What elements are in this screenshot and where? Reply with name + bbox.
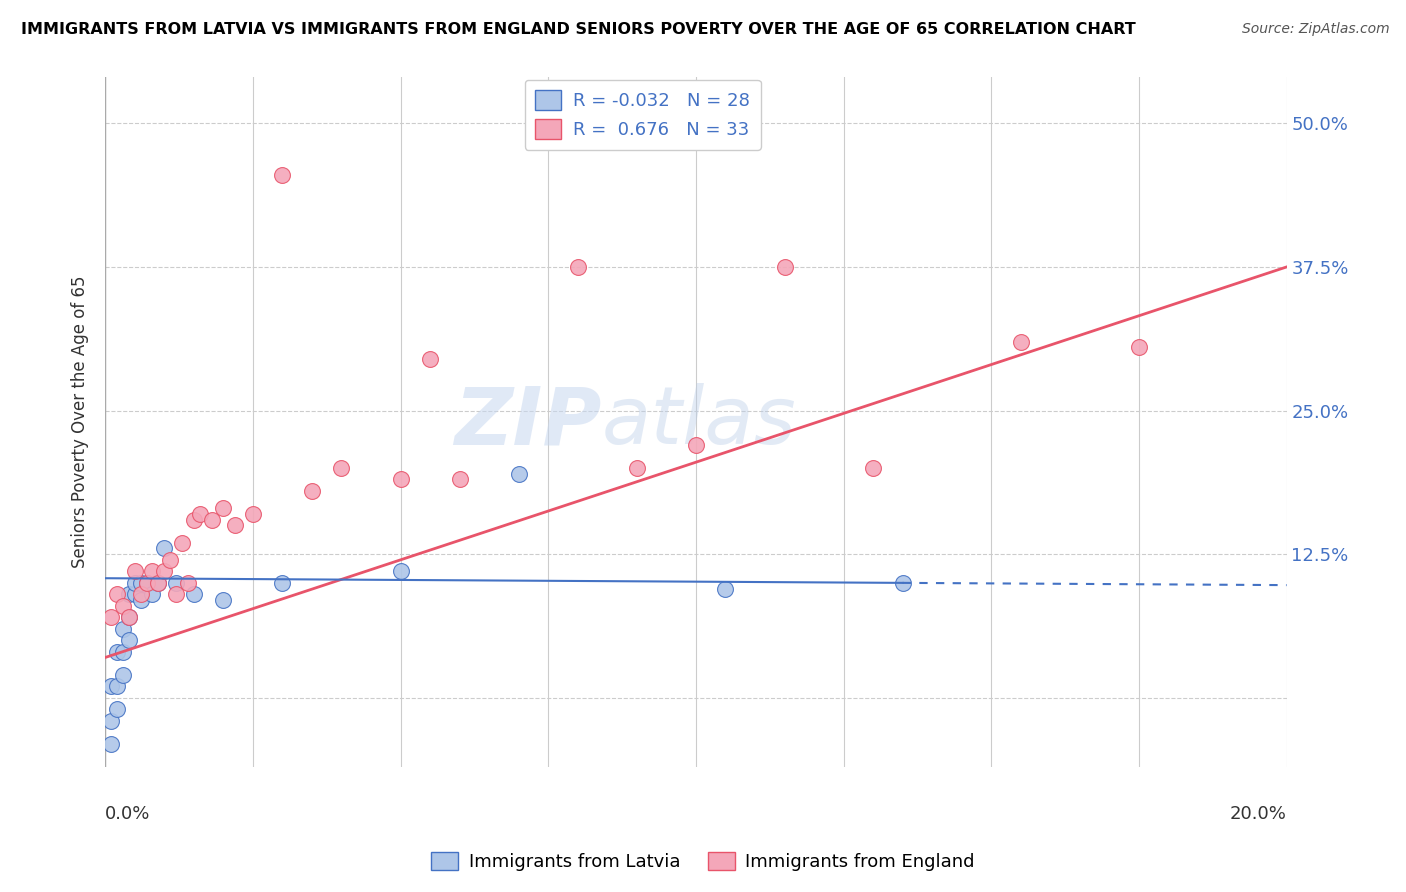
Point xyxy=(773,260,796,274)
Point xyxy=(188,507,211,521)
Point xyxy=(118,587,141,601)
Point xyxy=(124,587,146,601)
Text: 20.0%: 20.0% xyxy=(1230,805,1286,823)
Point xyxy=(159,553,181,567)
Text: IMMIGRANTS FROM LATVIA VS IMMIGRANTS FROM ENGLAND SENIORS POVERTY OVER THE AGE O: IMMIGRANTS FROM LATVIA VS IMMIGRANTS FRO… xyxy=(21,22,1136,37)
Point xyxy=(111,667,134,681)
Point xyxy=(714,582,737,596)
Point xyxy=(135,575,157,590)
Point xyxy=(124,565,146,579)
Point xyxy=(626,461,648,475)
Point xyxy=(105,679,128,693)
Point xyxy=(330,461,353,475)
Point xyxy=(862,461,884,475)
Point xyxy=(118,610,141,624)
Point xyxy=(105,587,128,601)
Point xyxy=(100,610,122,624)
Point xyxy=(1128,340,1150,354)
Point xyxy=(1010,334,1032,349)
Point xyxy=(685,438,707,452)
Point xyxy=(111,599,134,613)
Point xyxy=(105,702,128,716)
Point xyxy=(141,565,163,579)
Point xyxy=(389,472,412,486)
Point xyxy=(100,679,122,693)
Point xyxy=(111,645,134,659)
Text: atlas: atlas xyxy=(602,383,796,461)
Point xyxy=(177,575,200,590)
Legend: Immigrants from Latvia, Immigrants from England: Immigrants from Latvia, Immigrants from … xyxy=(423,845,983,879)
Point xyxy=(271,575,294,590)
Point xyxy=(153,541,176,556)
Point xyxy=(111,622,134,636)
Point xyxy=(183,513,205,527)
Point xyxy=(165,587,187,601)
Point xyxy=(224,518,246,533)
Point xyxy=(170,535,193,549)
Point xyxy=(389,565,412,579)
Point xyxy=(891,575,914,590)
Point xyxy=(200,513,222,527)
Point xyxy=(183,587,205,601)
Point xyxy=(129,575,152,590)
Y-axis label: Seniors Poverty Over the Age of 65: Seniors Poverty Over the Age of 65 xyxy=(72,276,89,568)
Point xyxy=(508,467,530,481)
Text: Source: ZipAtlas.com: Source: ZipAtlas.com xyxy=(1241,22,1389,37)
Point xyxy=(419,351,441,366)
Point xyxy=(301,483,323,498)
Point xyxy=(212,501,235,516)
Point xyxy=(118,610,141,624)
Point xyxy=(141,587,163,601)
Point xyxy=(449,472,471,486)
Point xyxy=(129,587,152,601)
Point xyxy=(148,575,170,590)
Point xyxy=(242,507,264,521)
Point xyxy=(118,633,141,648)
Point xyxy=(271,168,294,182)
Text: ZIP: ZIP xyxy=(454,383,602,461)
Legend: R = -0.032   N = 28, R =  0.676   N = 33: R = -0.032 N = 28, R = 0.676 N = 33 xyxy=(524,79,761,150)
Point xyxy=(165,575,187,590)
Point xyxy=(129,593,152,607)
Point xyxy=(212,593,235,607)
Point xyxy=(148,575,170,590)
Point xyxy=(124,575,146,590)
Text: 0.0%: 0.0% xyxy=(105,805,150,823)
Point xyxy=(100,737,122,751)
Point xyxy=(153,565,176,579)
Point xyxy=(105,645,128,659)
Point xyxy=(567,260,589,274)
Point xyxy=(135,575,157,590)
Point xyxy=(100,714,122,728)
